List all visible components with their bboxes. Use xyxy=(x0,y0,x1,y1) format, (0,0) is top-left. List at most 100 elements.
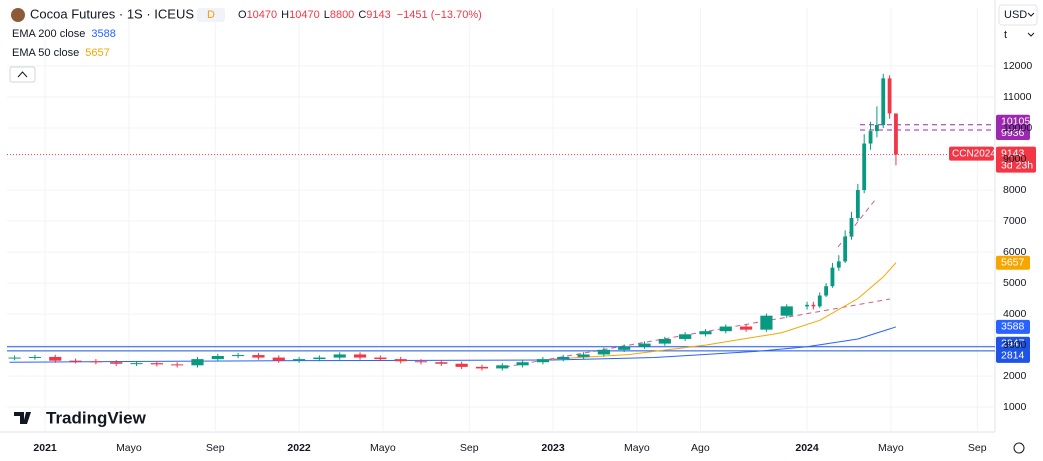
price-line-tag-bg xyxy=(996,114,1030,129)
currency-caret xyxy=(1027,12,1035,17)
badge[interactable]: D xyxy=(207,9,215,21)
x-tick-label: Mayo xyxy=(116,442,142,454)
candle-body xyxy=(496,365,509,369)
candle-body xyxy=(252,355,265,358)
ohlc-value: 8800 xyxy=(330,9,354,21)
candle-body xyxy=(414,361,428,363)
ohlc-value: 10470 xyxy=(289,9,320,21)
ema-line xyxy=(553,262,897,360)
price-line-tag: 10105 xyxy=(1001,116,1030,128)
y-tick-label: 11000 xyxy=(1003,91,1032,103)
candle-body xyxy=(868,131,873,144)
change: −1451 (−13.70%) xyxy=(397,9,482,21)
candle-body xyxy=(292,359,306,361)
y-tick-label: 10000 xyxy=(1003,122,1032,134)
legend: EMA 200 close 3588 EMA 50 close 5657 xyxy=(12,28,116,59)
trend-line xyxy=(504,298,891,368)
ohlc-label: L xyxy=(324,9,330,21)
x-tick-label: 2022 xyxy=(287,442,311,454)
candle-body xyxy=(191,359,204,366)
y-tick-label: 12000 xyxy=(1003,60,1032,72)
candle-body xyxy=(881,78,886,125)
x-tick-label: Mayo xyxy=(370,442,396,454)
ohlc-value: 9143 xyxy=(366,9,390,21)
x-tick-label: 2024 xyxy=(795,442,819,454)
candle-body xyxy=(849,217,854,237)
symbol-title: Cocoa Futures · 1S · ICEUS xyxy=(30,6,194,21)
symbol-icon xyxy=(11,8,25,22)
candle-body xyxy=(394,359,407,362)
grid xyxy=(7,8,995,432)
candle-body xyxy=(89,361,102,363)
x-tick-label: 2021 xyxy=(33,442,57,454)
candle-body xyxy=(110,362,123,364)
ohlc-label: C xyxy=(358,9,366,21)
last-value: 9143 xyxy=(1001,147,1025,159)
candle-body xyxy=(887,78,892,114)
candle-body xyxy=(811,304,816,307)
logo-icon xyxy=(14,412,31,424)
candle-body xyxy=(557,356,570,360)
price-line-tag: 2814 xyxy=(1001,350,1025,362)
x-tick-label: Mayo xyxy=(624,442,650,454)
candle-body xyxy=(817,295,822,307)
ohlc-label: O xyxy=(238,9,247,21)
unit[interactable]: t xyxy=(1004,29,1007,41)
y-tick-label: 6000 xyxy=(1003,246,1027,258)
candle-body xyxy=(824,286,829,296)
y-tick-label: 1000 xyxy=(1003,401,1027,413)
candle-body xyxy=(130,363,143,365)
candle-body xyxy=(597,349,610,355)
last-tag-bg xyxy=(996,146,1036,173)
candle-body xyxy=(699,331,712,335)
candle-body xyxy=(679,334,692,339)
candle-body xyxy=(760,315,773,330)
y-tick-label: 9000 xyxy=(1003,153,1027,165)
collapse-button[interactable] xyxy=(9,66,36,83)
ema-tag: 3588 xyxy=(1001,321,1025,333)
price-line-tag: 2947 xyxy=(1001,338,1025,350)
ema-tag: 5657 xyxy=(1001,257,1025,269)
y-tick-label: 4000 xyxy=(1003,308,1027,320)
candle-body xyxy=(843,236,848,262)
candle-body xyxy=(69,360,82,362)
candle-body xyxy=(516,362,529,366)
candle-body xyxy=(739,326,753,330)
candle-body xyxy=(874,124,879,132)
candle-body xyxy=(719,326,732,332)
legend-name: EMA 200 close xyxy=(12,28,85,40)
symbol-tag-bg xyxy=(949,146,994,161)
y-tick-label: 2000 xyxy=(1003,370,1027,382)
y-tick-label: 7000 xyxy=(1003,215,1027,227)
y-tick-label: 5000 xyxy=(1003,277,1027,289)
settings-icon[interactable] xyxy=(1013,442,1025,454)
price-line-tag-bg xyxy=(996,348,1030,363)
candle-body xyxy=(232,355,245,357)
candle-body xyxy=(536,359,550,363)
legend-name: EMA 50 close xyxy=(12,47,79,59)
candle-body xyxy=(780,306,793,316)
y-tick-label: 3000 xyxy=(1003,339,1027,351)
candle-body xyxy=(862,143,867,191)
currency[interactable]: USD xyxy=(1004,9,1027,21)
currency-box[interactable] xyxy=(998,4,1038,26)
symbol-tag: CCN2024 xyxy=(952,148,996,159)
candle-body xyxy=(805,304,809,307)
candle-body xyxy=(374,357,387,360)
x-tick-label: Sep xyxy=(968,442,987,454)
x-tick-label: Ago xyxy=(691,442,710,454)
candle-body xyxy=(836,261,841,268)
logo: TradingView xyxy=(46,408,147,427)
legend-value: 3588 xyxy=(91,28,115,40)
x-tick-label: 2023 xyxy=(541,442,565,454)
ohlc-label: H xyxy=(281,9,289,21)
badge-bg[interactable] xyxy=(197,8,225,22)
countdown: 3d 23h xyxy=(1001,159,1033,171)
candle-body xyxy=(475,366,489,369)
collapse-icon xyxy=(17,71,28,78)
candle-body xyxy=(333,354,346,358)
candle-body xyxy=(211,356,224,360)
candle-body xyxy=(455,363,468,367)
